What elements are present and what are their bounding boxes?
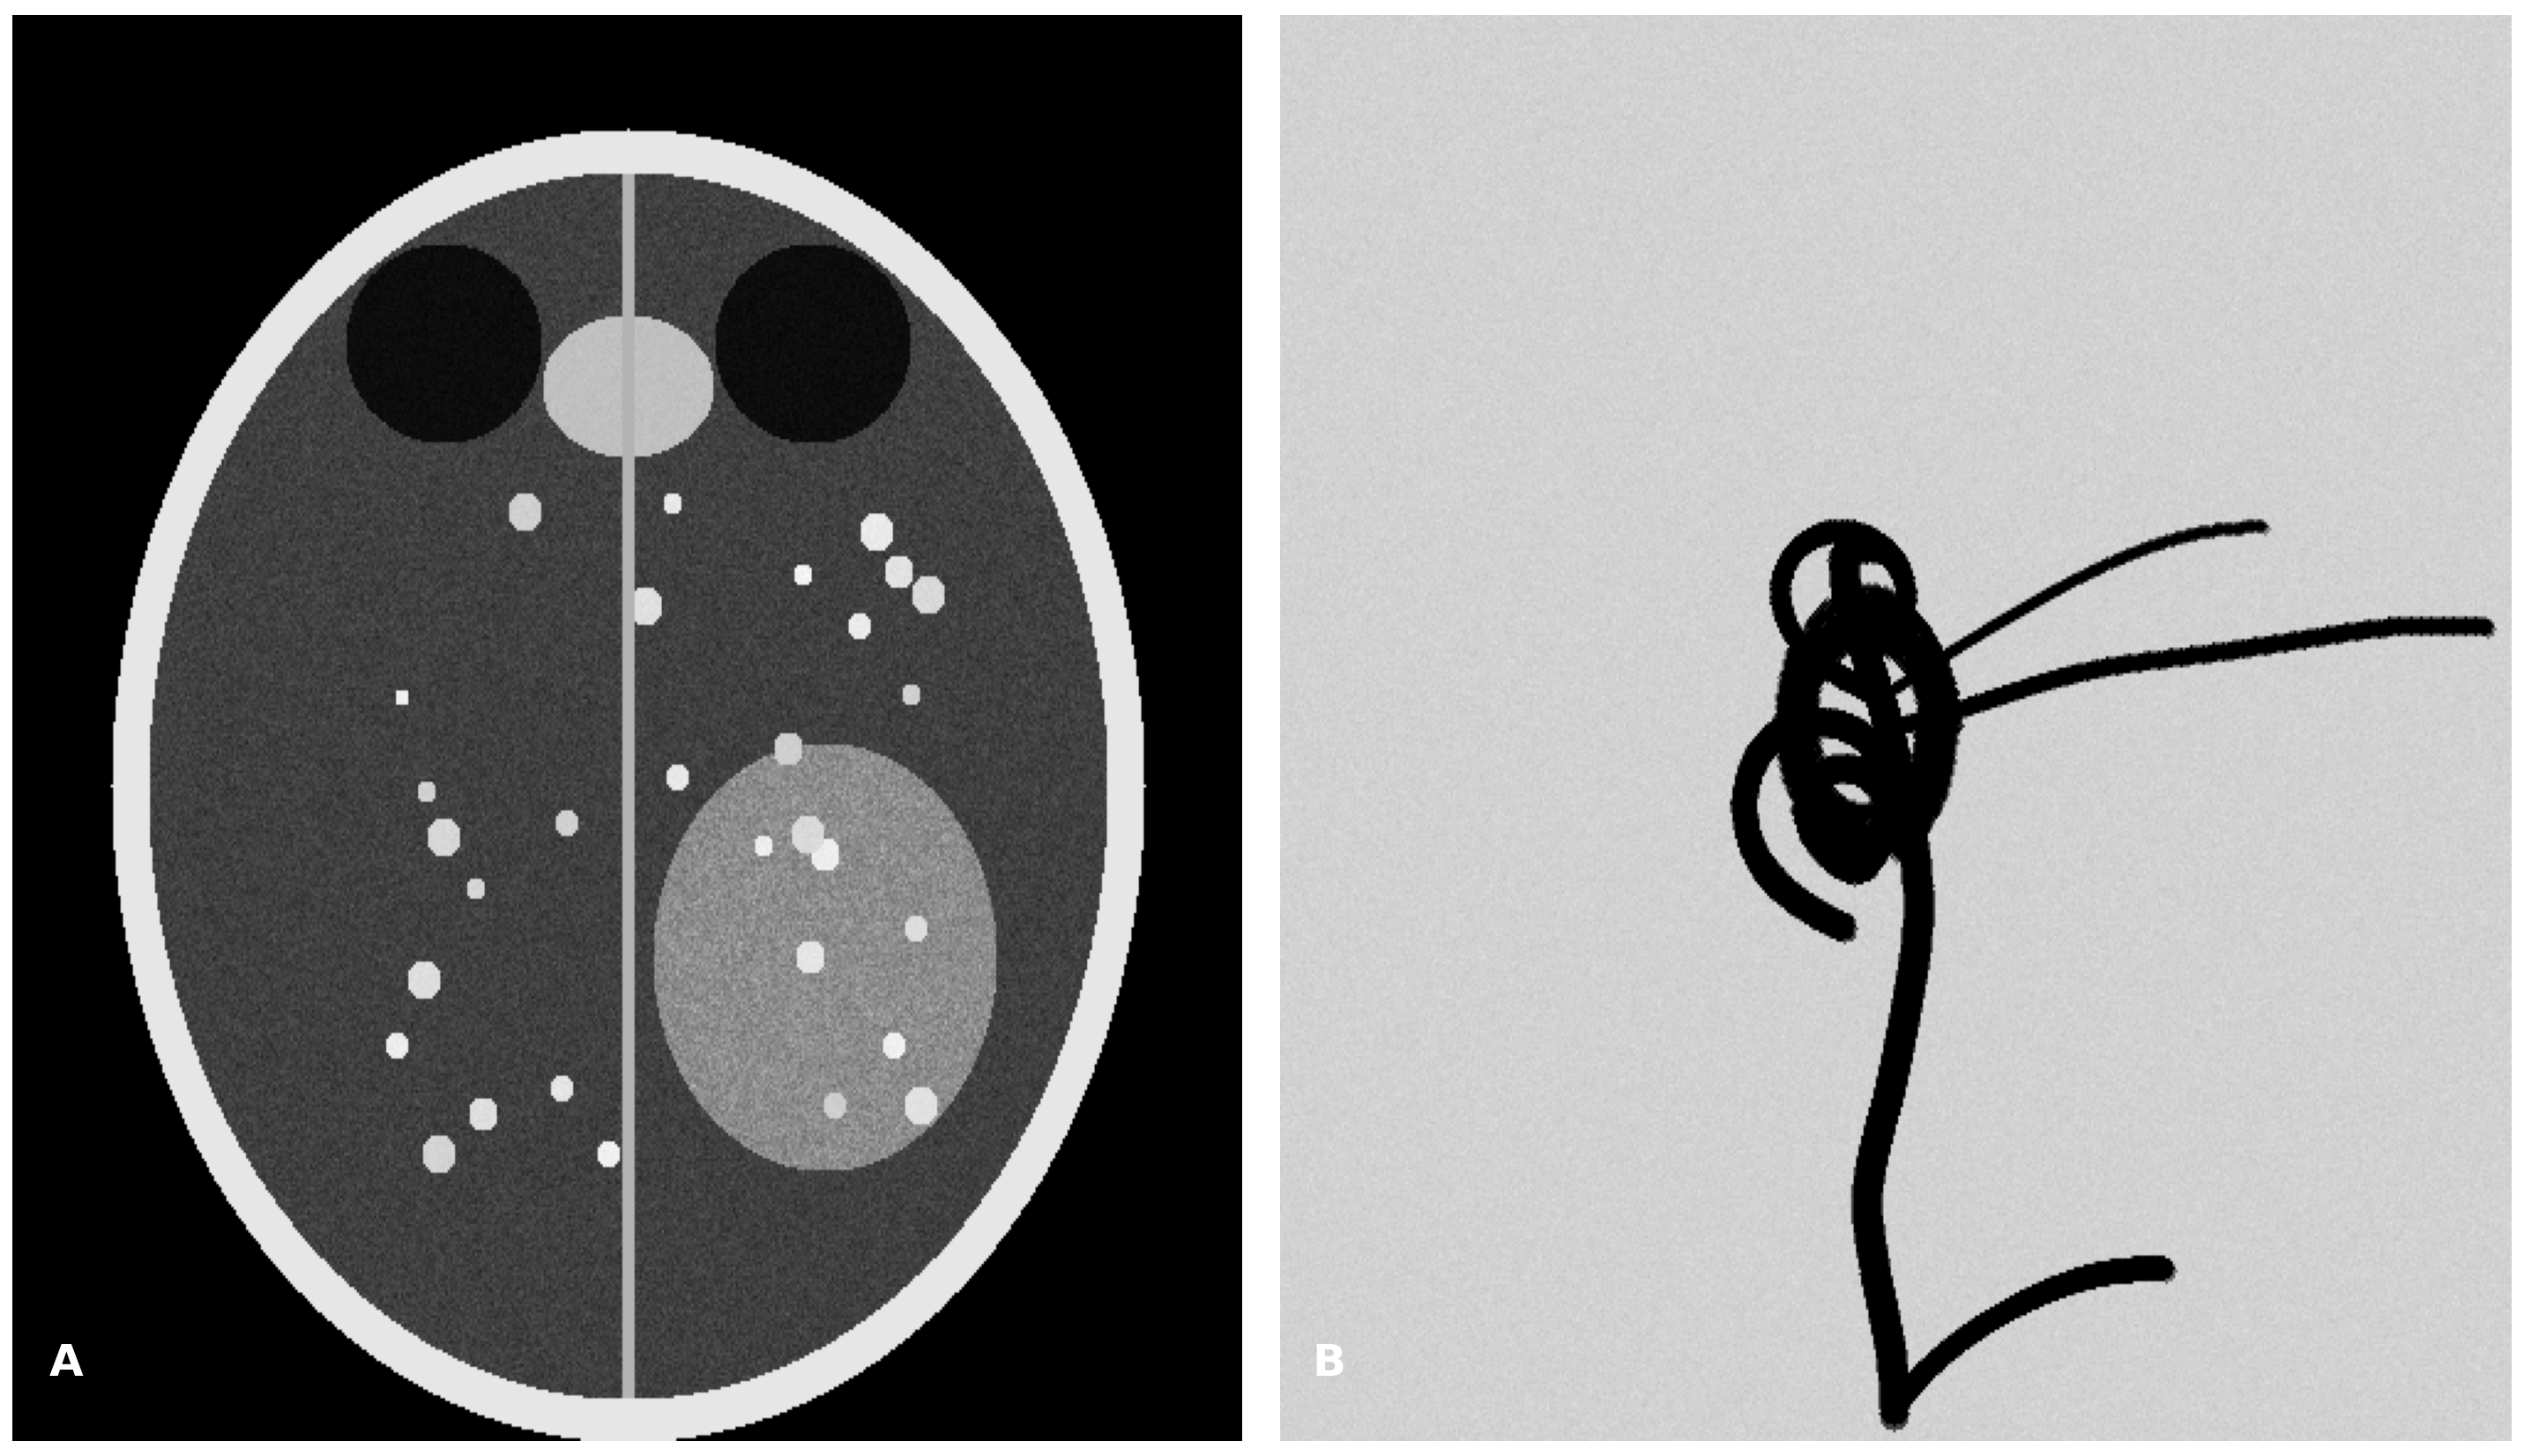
- Text: A: A: [50, 1342, 83, 1385]
- Text: B: B: [1312, 1342, 1345, 1385]
